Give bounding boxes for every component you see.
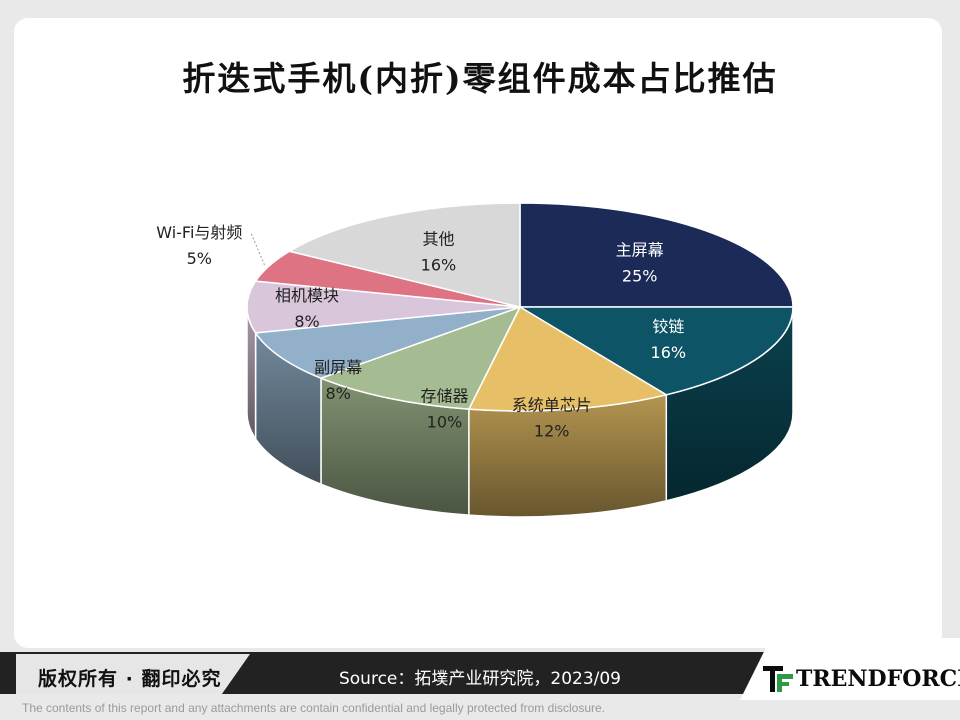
trendforce-logo-icon bbox=[763, 666, 793, 692]
chart-title: 折迭式手机(内折)零组件成本占比推估 bbox=[182, 59, 778, 98]
slice-value-0: 25% bbox=[622, 266, 658, 285]
slice-value-2: 12% bbox=[534, 421, 570, 440]
slice-value-1: 16% bbox=[651, 343, 687, 362]
copyright-text: 版权所有 · 翻印必究 bbox=[38, 668, 222, 690]
pie-slice-3 bbox=[318, 305, 522, 410]
disclaimer-text: The contents of this report and any atta… bbox=[22, 701, 605, 715]
pie-slice-7 bbox=[287, 202, 521, 308]
slice-value-4: 8% bbox=[325, 384, 350, 403]
slice-label-3: 存储器 bbox=[420, 387, 468, 406]
slice-label-7: 其他 bbox=[422, 229, 454, 248]
slice-label-4: 副屏幕 bbox=[314, 358, 362, 377]
pie-slice-0 bbox=[519, 202, 794, 308]
pie-slice-5 bbox=[246, 280, 521, 334]
slice-value-7: 16% bbox=[421, 255, 457, 274]
slice-value-3: 10% bbox=[427, 413, 463, 432]
slice-label-0: 主屏幕 bbox=[616, 240, 664, 259]
label-layer: 主屏幕 25% 铰链 16% 系统单芯片 12% 存储器 10% 副屏幕 8% 相机模块 8% Wi-F… bbox=[156, 223, 686, 441]
slice-label-5: 相机模块 bbox=[275, 286, 339, 305]
pie-slice-4 bbox=[254, 306, 521, 379]
slice-label-2: 系统单芯片 bbox=[512, 395, 592, 414]
pie-slice-1 bbox=[517, 306, 794, 396]
leader-line-6 bbox=[250, 233, 265, 266]
source-text: Source：拓墣产业研究院，2023/09 bbox=[338, 669, 621, 689]
slice-value-5: 8% bbox=[294, 312, 319, 331]
logo-text: TRENDFORCE bbox=[796, 666, 960, 692]
slice-label-1: 铰链 bbox=[652, 317, 684, 336]
pie-slice-2 bbox=[467, 305, 669, 412]
slice-label-6: Wi-Fi与射频 bbox=[156, 223, 242, 242]
pie-layer bbox=[246, 202, 794, 518]
slice-value-6: 5% bbox=[187, 249, 212, 268]
copyright-box bbox=[16, 654, 250, 694]
